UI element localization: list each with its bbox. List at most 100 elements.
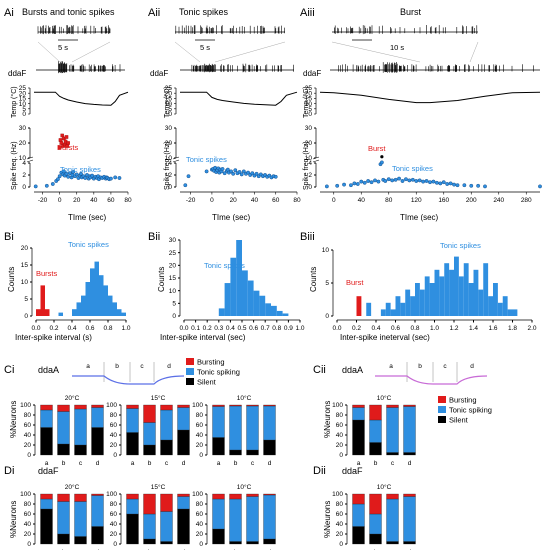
pct-ytick-label: 20 <box>196 531 204 538</box>
panel-tag-di: Di <box>4 465 14 477</box>
pct-ytick-label: 60 <box>336 511 344 518</box>
silent-segment <box>386 452 399 456</box>
burst-segment <box>126 493 139 500</box>
tonic-segment <box>246 496 259 542</box>
burst-segment <box>229 493 242 500</box>
pct-ytick-label: 20 <box>110 531 118 538</box>
pct-ytick-label: 40 <box>336 521 344 528</box>
pct-ytick-label: 40 <box>110 432 118 439</box>
silent-segment <box>369 442 382 456</box>
tonic-point <box>220 167 225 171</box>
freq-xtick-label: 0 <box>58 197 62 204</box>
silent-segment <box>403 452 416 456</box>
burst-segment <box>40 404 53 411</box>
tonic-point <box>397 176 401 181</box>
ddaf-label-ai: ddaF <box>8 69 26 78</box>
freq-xtick-label: 0 <box>210 197 214 204</box>
pct-ytick-label: 0 <box>113 541 117 548</box>
hist-xtick-label: 0.0 <box>179 325 188 332</box>
tonic-point <box>383 179 388 183</box>
hist-xtick-label: 0.6 <box>249 325 258 332</box>
inset-spikes <box>334 25 478 35</box>
hist-xtick-label: 0.7 <box>261 325 270 332</box>
pct-ytick-label: 0 <box>27 541 31 548</box>
freq-ytick-label: 0 <box>22 184 26 191</box>
tonic-bar <box>502 296 508 316</box>
phase-xtick-label: d <box>408 460 412 467</box>
tonic-segment <box>91 407 104 428</box>
tonic-bar <box>103 285 108 316</box>
stack-ci-20: 20°C 0 20 40 60 80 100 a b c d <box>20 394 104 467</box>
hist-xtick-label: 0.0 <box>31 325 40 332</box>
pct-ytick-label: 80 <box>110 412 118 419</box>
silent-segment <box>263 538 276 545</box>
tonic-annotation-biii: Tonic spikes <box>440 241 481 250</box>
tonic-point <box>417 178 422 183</box>
cell-label-ci: ddaA <box>38 365 59 375</box>
xlabel-ai: TIme (sec) <box>68 213 107 222</box>
pct-ytick-label: 80 <box>336 412 344 419</box>
hist-xtick-label: 0.2 <box>352 325 361 332</box>
tonic-segment <box>212 498 225 530</box>
tonic-point <box>117 176 122 180</box>
freq-ytick-label: 2 <box>308 172 312 179</box>
legend-label-silent: Silent <box>197 378 217 387</box>
zoom-lines <box>331 41 479 63</box>
tonic-segment <box>352 503 365 527</box>
freq-xtick-label: 40 <box>90 197 98 204</box>
burst-segment <box>263 493 276 496</box>
hist-xtick-label: 0.4 <box>371 325 380 332</box>
tonic-segment <box>160 511 173 542</box>
tonic-bar <box>366 302 372 316</box>
freq-xtick-label: 240 <box>493 197 504 204</box>
tonic-segment <box>229 498 242 542</box>
burst-segment <box>126 404 139 409</box>
tonic-segment <box>57 501 70 535</box>
legend-swatch-silent <box>186 378 194 385</box>
burst-segment <box>369 493 382 515</box>
pct-ytick-label: 40 <box>24 521 32 528</box>
legend-label-tonic: Tonic spiking <box>197 368 240 377</box>
tonic-bar <box>247 280 254 316</box>
tonic-bar <box>439 276 445 316</box>
tonic-bar <box>230 257 237 316</box>
tonic-point <box>239 172 244 177</box>
silent-segment <box>352 419 365 456</box>
tonic-bar <box>81 295 86 316</box>
temp-ytick-label: 25 <box>165 85 173 92</box>
xlabel-bi: Inter-spike interval (s) <box>15 333 92 342</box>
phase-xtick-label: a <box>217 460 221 467</box>
burst-segment <box>91 493 104 496</box>
tonic-bar <box>468 283 474 316</box>
pct-ytick-label: 20 <box>196 442 204 449</box>
ylabel-freq-aii: Spike freq. (Hz) <box>164 141 171 190</box>
temp-ytick-label: 0 <box>168 111 172 118</box>
tonic-segment <box>369 419 382 443</box>
tonic-bar <box>76 302 81 316</box>
scale-label-aiii: 10 s <box>390 43 404 52</box>
tonic-point <box>410 177 415 182</box>
tonic-segment <box>386 498 399 542</box>
tonic-segment <box>263 494 276 540</box>
legend-label-tonic-cii: Tonic spiking <box>449 406 492 415</box>
tonic-bar <box>478 289 484 316</box>
tonic-point <box>44 183 49 188</box>
silent-segment <box>57 533 70 545</box>
pct-ytick-label: 60 <box>24 422 32 429</box>
silent-segment <box>160 541 173 545</box>
tonic-segment <box>126 408 139 433</box>
silent-segment <box>212 528 225 545</box>
pct-ytick-label: 0 <box>339 452 343 459</box>
tonic-segment <box>352 407 365 421</box>
tonic-bar <box>512 309 518 316</box>
freq-ytick-label: 30 <box>165 125 173 132</box>
tonic-point <box>250 171 255 176</box>
burst-point <box>57 145 62 150</box>
tonic-segment <box>74 408 87 446</box>
burst-bar <box>40 285 45 316</box>
freq-xtick-label: 80 <box>124 197 132 204</box>
tonic-segment <box>386 407 399 453</box>
tonic-annotation-ai: Tonic spikes <box>60 165 101 174</box>
